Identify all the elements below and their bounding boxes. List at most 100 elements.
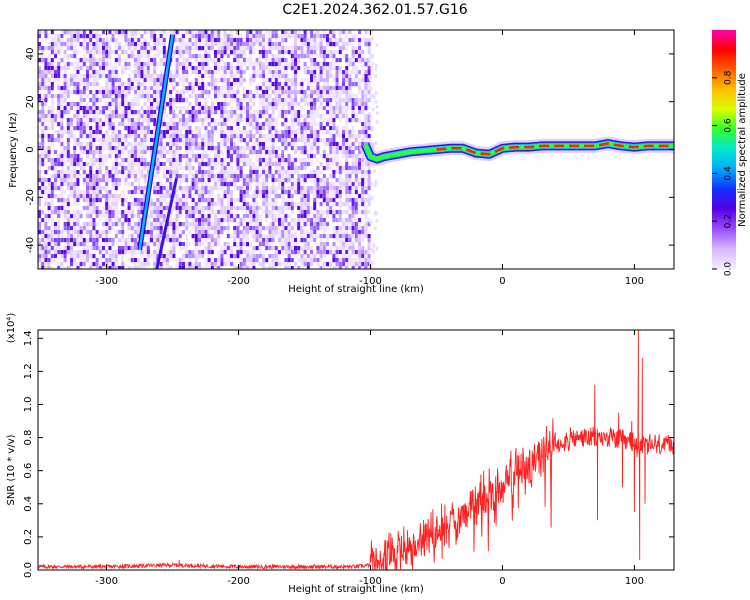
spectrogram-cell (153, 86, 157, 91)
spectrogram-cell (73, 82, 77, 87)
spectrogram-cell (335, 42, 339, 47)
spectrogram-cell (146, 262, 150, 267)
spectrogram-cell (76, 190, 80, 195)
spectrogram-cell (156, 206, 160, 211)
spectrogram-cell (364, 86, 368, 91)
spectrogram-cell (265, 30, 269, 35)
spectrogram-cell (214, 174, 217, 179)
spectrogram-cell (290, 122, 294, 127)
spectrogram-cell (159, 182, 163, 187)
spectrogram-cell (246, 178, 249, 183)
spectrogram-cell (361, 58, 365, 63)
spectrogram-cell (226, 82, 230, 87)
spectrogram-cell (338, 34, 342, 39)
spectrogram-cell (233, 94, 237, 99)
colorbar-ticks: 0.00.20.40.60.8 (712, 70, 734, 276)
spectrogram-cell (108, 42, 112, 47)
spectrogram-cell (274, 62, 278, 67)
spectrogram-cell (140, 170, 144, 175)
spectrogram-cell (226, 114, 230, 119)
spectrogram-cell (57, 106, 61, 111)
spectrogram-cell (114, 266, 118, 269)
spectrogram-cell (268, 210, 272, 215)
spectrogram-cell (191, 146, 195, 151)
spectrogram-cell (146, 210, 150, 215)
spectrogram-cell (319, 194, 323, 199)
spectrogram-cell (252, 46, 256, 51)
spectrogram-cell (252, 122, 256, 127)
spectrogram-cell (262, 262, 265, 267)
x-tick-label: 100 (625, 576, 644, 587)
spectrogram-cell (214, 230, 217, 235)
spectrogram-cell (127, 234, 131, 239)
spectrogram-cell (284, 114, 288, 119)
spectrogram-cell (185, 178, 189, 183)
spectrogram-cell (175, 134, 179, 139)
spectrogram-cell (369, 262, 372, 266)
spectrogram-cell (60, 174, 64, 179)
spectrogram-cell (50, 122, 54, 127)
spectrogram-cell (310, 78, 313, 83)
spectrogram-cell (175, 214, 179, 219)
spectrogram-cell (217, 202, 221, 207)
spectrogram-cell (239, 118, 243, 123)
spectrogram-cell (66, 66, 70, 71)
spectrogram-cell (121, 198, 125, 203)
spectrogram-cell (303, 210, 307, 215)
spectrogram-cell (191, 110, 195, 115)
spectrogram-cell (185, 206, 189, 211)
spectrogram-cell (348, 202, 352, 207)
spectrogram-cell (172, 162, 176, 167)
spectrogram-cell (102, 238, 105, 243)
spectrogram-cell (41, 102, 45, 107)
spectrogram-cell (290, 50, 294, 55)
spectrogram-cell (95, 62, 99, 67)
spectrogram-cell (313, 58, 317, 63)
spectrogram-cell (134, 130, 137, 135)
spectrogram-cell (63, 150, 67, 155)
spectrogram-cell (262, 178, 265, 183)
spectrogram-cell (351, 150, 355, 155)
spectrogram-cell (332, 74, 336, 79)
spectrogram-cell (89, 182, 93, 187)
spectrogram-cell (185, 146, 189, 151)
spectrogram-cell (258, 206, 262, 211)
spectrogram-cell (114, 78, 118, 83)
spectrogram-cell (300, 166, 304, 171)
spectrogram-cell (226, 166, 230, 171)
spectrogram-cell (102, 70, 105, 75)
spectrogram-cell (76, 62, 80, 67)
spectrogram-cell (284, 126, 288, 131)
spectrogram-cell (252, 178, 256, 183)
spectrogram-cell (182, 54, 185, 59)
spectrogram-cell (204, 126, 208, 131)
spectrogram-cell (198, 210, 201, 215)
spectrogram-cell (265, 94, 269, 99)
spectrogram-cell (182, 186, 185, 191)
spectrogram-cell (294, 70, 297, 75)
spectrogram-cell (319, 66, 323, 71)
spectrogram-cell (92, 134, 96, 139)
spectrogram-cell (369, 117, 372, 121)
spectrogram-cell (124, 182, 128, 187)
spectrogram-cell (41, 186, 45, 191)
spectrogram-cell (369, 220, 372, 225)
spectrogram-cell (82, 242, 86, 247)
spectrogram-cell (306, 70, 310, 75)
spectrogram-cell (134, 66, 137, 71)
spectrogram-cell (274, 38, 278, 43)
spectrogram-cell (60, 46, 64, 51)
spectrogram-cell (249, 170, 253, 175)
spectrogram-cell (223, 86, 227, 91)
spectrogram-cell (169, 218, 173, 223)
spectrogram-cell (175, 38, 179, 43)
spectrogram-cell (214, 110, 217, 115)
spectrogram-cell (342, 142, 345, 147)
spectrogram-cell (297, 126, 301, 131)
spectrogram-cell (47, 166, 51, 171)
spectrogram-cell (114, 150, 118, 155)
spectrogram-cell (268, 82, 272, 87)
spectrogram-cell (44, 178, 48, 183)
spectrogram-cell (95, 70, 99, 75)
spectrogram-cell (41, 254, 45, 259)
